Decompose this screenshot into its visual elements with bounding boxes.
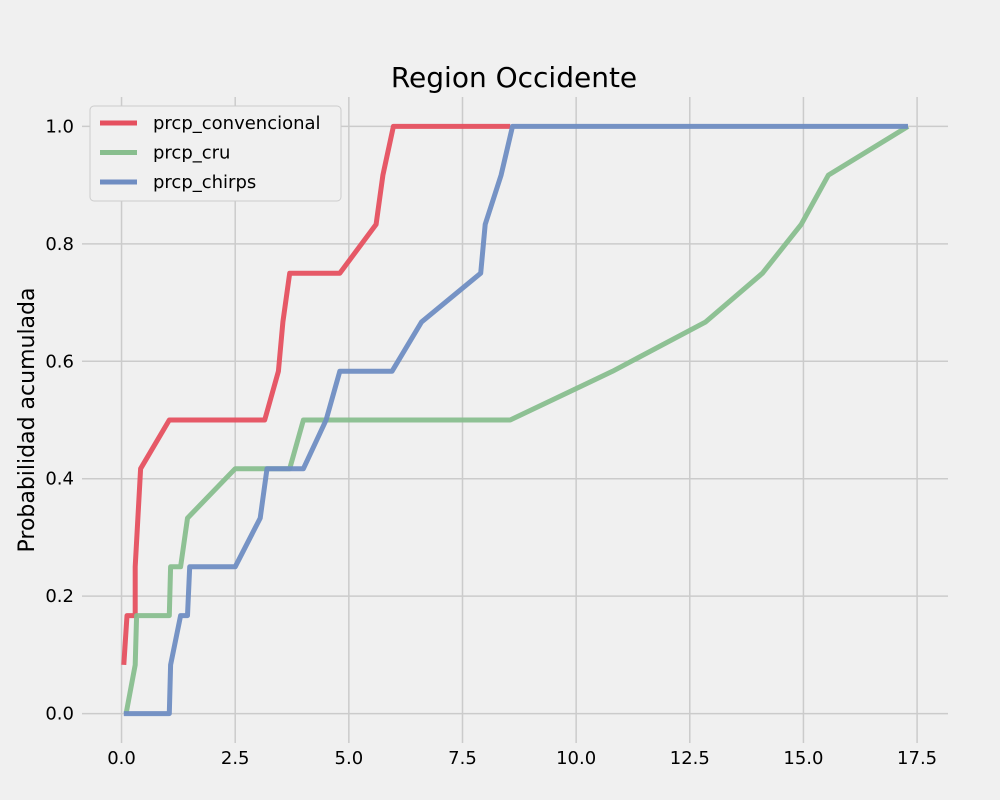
- series-line-prcp-chirps: [123, 123, 908, 717]
- x-tick-label: 15.0: [783, 748, 823, 769]
- y-tick-label: 0.2: [45, 586, 74, 607]
- legend-label-prcp-convencional: prcp_convencional: [153, 113, 321, 134]
- y-tick-label: 0.6: [45, 351, 74, 372]
- chart-title: Region Occidente: [391, 61, 637, 94]
- x-tick-label: 17.5: [897, 748, 937, 769]
- x-tick-label: 2.5: [221, 748, 250, 769]
- x-tick-label: 5.0: [335, 748, 364, 769]
- series-layer: [121, 123, 910, 717]
- y-axis-label: Probabilidad acumulada: [15, 288, 40, 553]
- legend: prcp_convencional prcp_cru prcp_chirps: [89, 105, 342, 202]
- y-tick-label: 1.0: [45, 116, 74, 137]
- x-tick-label: 0.0: [107, 748, 136, 769]
- series-line-prcp-convencional: [121, 123, 511, 666]
- x-tick-label: 10.0: [556, 748, 596, 769]
- x-tick-label: 7.5: [448, 748, 477, 769]
- ticks-layer: 0.0 2.5 5.0 7.5 10.0 12.5 15.0 17.5 0.0 0.2 0.4 0.6…: [45, 116, 937, 769]
- legend-box: [89, 105, 342, 202]
- legend-items: prcp_convencional prcp_cru prcp_chirps: [100, 113, 321, 193]
- y-tick-label: 0.8: [45, 234, 74, 255]
- y-tick-label: 0.4: [45, 469, 74, 490]
- y-tick-label: 0.0: [45, 704, 74, 725]
- legend-label-prcp-chirps: prcp_chirps: [153, 172, 256, 193]
- legend-label-prcp-cru: prcp_cru: [153, 143, 230, 164]
- x-tick-label: 12.5: [670, 748, 710, 769]
